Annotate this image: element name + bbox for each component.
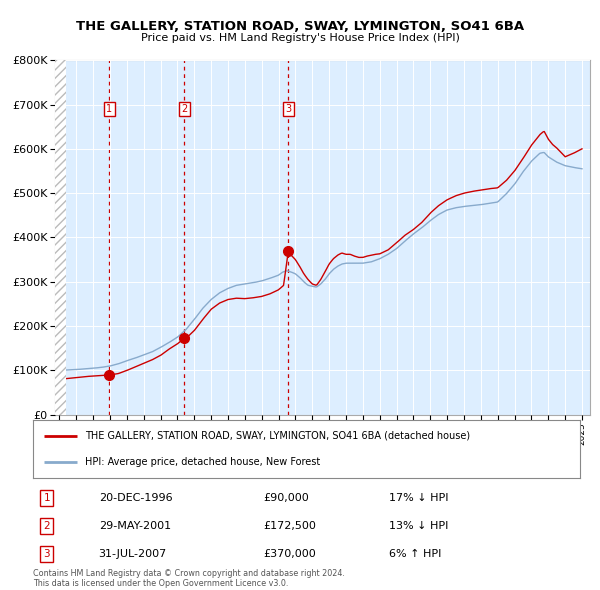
Text: 2: 2 (181, 104, 187, 114)
Text: £90,000: £90,000 (263, 493, 308, 503)
Text: HPI: Average price, detached house, New Forest: HPI: Average price, detached house, New … (85, 457, 320, 467)
Text: £370,000: £370,000 (263, 549, 316, 559)
Text: 17% ↓ HPI: 17% ↓ HPI (389, 493, 448, 503)
Text: 1: 1 (106, 104, 112, 114)
Text: THE GALLERY, STATION ROAD, SWAY, LYMINGTON, SO41 6BA: THE GALLERY, STATION ROAD, SWAY, LYMINGT… (76, 20, 524, 33)
Text: 3: 3 (43, 549, 50, 559)
Text: Price paid vs. HM Land Registry's House Price Index (HPI): Price paid vs. HM Land Registry's House … (140, 33, 460, 43)
Text: 6% ↑ HPI: 6% ↑ HPI (389, 549, 441, 559)
Text: £172,500: £172,500 (263, 522, 316, 531)
Text: Contains HM Land Registry data © Crown copyright and database right 2024.
This d: Contains HM Land Registry data © Crown c… (33, 569, 345, 588)
Text: 2: 2 (43, 522, 50, 531)
Text: 13% ↓ HPI: 13% ↓ HPI (389, 522, 448, 531)
Bar (55, 60, 65, 415)
Text: 20-DEC-1996: 20-DEC-1996 (98, 493, 172, 503)
Text: 3: 3 (285, 104, 292, 114)
Text: 31-JUL-2007: 31-JUL-2007 (98, 549, 167, 559)
Text: THE GALLERY, STATION ROAD, SWAY, LYMINGTON, SO41 6BA (detached house): THE GALLERY, STATION ROAD, SWAY, LYMINGT… (85, 431, 470, 441)
Text: 29-MAY-2001: 29-MAY-2001 (98, 522, 171, 531)
Text: 1: 1 (43, 493, 50, 503)
